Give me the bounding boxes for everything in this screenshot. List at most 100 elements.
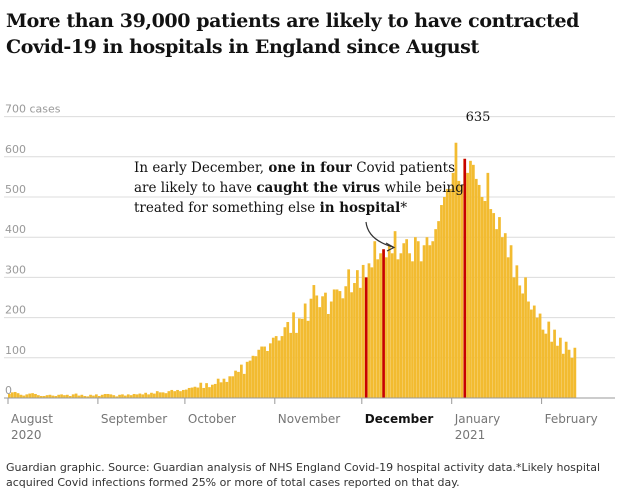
bar [71, 394, 75, 398]
y-tick-label: 300 [5, 263, 26, 276]
bar [216, 378, 220, 398]
bar [132, 393, 136, 398]
bar [295, 332, 298, 398]
bar [489, 209, 493, 398]
bar [28, 393, 32, 398]
bar [361, 264, 365, 398]
bar [167, 391, 171, 398]
x-tick-year-label: 2020 [11, 428, 42, 442]
bar [425, 237, 429, 398]
bar [532, 305, 536, 398]
x-tick-label: January [454, 412, 501, 426]
chart-title: More than 39,000 patients are likely to … [6, 10, 580, 58]
y-tick-label: 700 cases [5, 103, 61, 116]
annotation-arrowhead [385, 242, 396, 252]
bar [83, 395, 87, 398]
bar [358, 287, 362, 398]
bar [196, 387, 200, 398]
bar [109, 394, 113, 398]
bar [115, 396, 119, 398]
bar [527, 301, 530, 398]
bar [495, 229, 498, 398]
y-tick-label: 600 [5, 143, 26, 156]
bar [414, 237, 417, 398]
bar [306, 320, 310, 398]
bar [538, 313, 542, 398]
bar [303, 303, 307, 398]
x-tick-label: October [188, 412, 236, 426]
bar [428, 245, 432, 398]
bar [254, 356, 258, 398]
bar [437, 221, 440, 398]
bar [170, 389, 174, 398]
x-axis-labels: August 2020 September October November Decemb… [7, 398, 598, 442]
bar [260, 346, 264, 398]
bar [561, 353, 565, 398]
bar [416, 241, 420, 398]
y-axis-labels: 0 100 200 300 400 500 600 700 cases [5, 103, 61, 397]
bar [445, 188, 449, 398]
bar [280, 336, 284, 398]
bar [39, 395, 43, 398]
x-tick-label: February [545, 412, 598, 426]
bar [486, 172, 490, 398]
bar [95, 394, 98, 398]
bar [135, 394, 139, 398]
bar [68, 395, 72, 398]
bar [240, 364, 243, 398]
annotation-run: in hospital [320, 200, 401, 216]
bar [327, 313, 330, 398]
bar [237, 371, 240, 398]
y-tick-label: 500 [5, 183, 26, 196]
bar [153, 393, 156, 398]
annotation-run: while being [380, 180, 464, 196]
bar [350, 292, 353, 398]
bar [443, 197, 446, 398]
bar [498, 217, 501, 398]
bar [86, 396, 90, 398]
bar [147, 394, 150, 398]
bar [573, 347, 577, 398]
bar [112, 395, 116, 398]
bar [37, 395, 40, 398]
bar [77, 395, 81, 398]
bar [222, 378, 226, 398]
bar [422, 245, 426, 398]
bar [518, 285, 522, 398]
annotation-run: one in four [268, 160, 352, 176]
y-tick-label: 100 [5, 344, 26, 357]
bar [451, 172, 455, 398]
bar [248, 360, 252, 398]
bar [106, 393, 110, 398]
bar [126, 394, 130, 398]
bar [202, 387, 206, 398]
bar [97, 395, 101, 398]
bar [25, 394, 29, 398]
bar [92, 395, 95, 398]
source-footnote: Guardian graphic. Source: Guardian analy… [6, 461, 601, 489]
bar [13, 391, 17, 398]
bar [512, 277, 516, 398]
bar [263, 346, 266, 398]
bar [544, 333, 548, 398]
bar [324, 292, 327, 398]
x-tick-label: August [11, 412, 53, 426]
bar [138, 393, 142, 398]
bar [312, 285, 316, 398]
bar [419, 261, 423, 398]
bar [257, 349, 261, 398]
bar [457, 180, 461, 398]
bar [373, 241, 377, 398]
x-tick-label: December [365, 412, 434, 426]
bar [144, 392, 148, 398]
bar [474, 178, 478, 398]
bar [353, 283, 356, 398]
bar [501, 237, 504, 398]
bar [187, 387, 191, 398]
bar [547, 321, 551, 398]
bar [356, 270, 359, 398]
bar [411, 261, 414, 398]
bar [199, 382, 203, 398]
bar [19, 394, 23, 398]
